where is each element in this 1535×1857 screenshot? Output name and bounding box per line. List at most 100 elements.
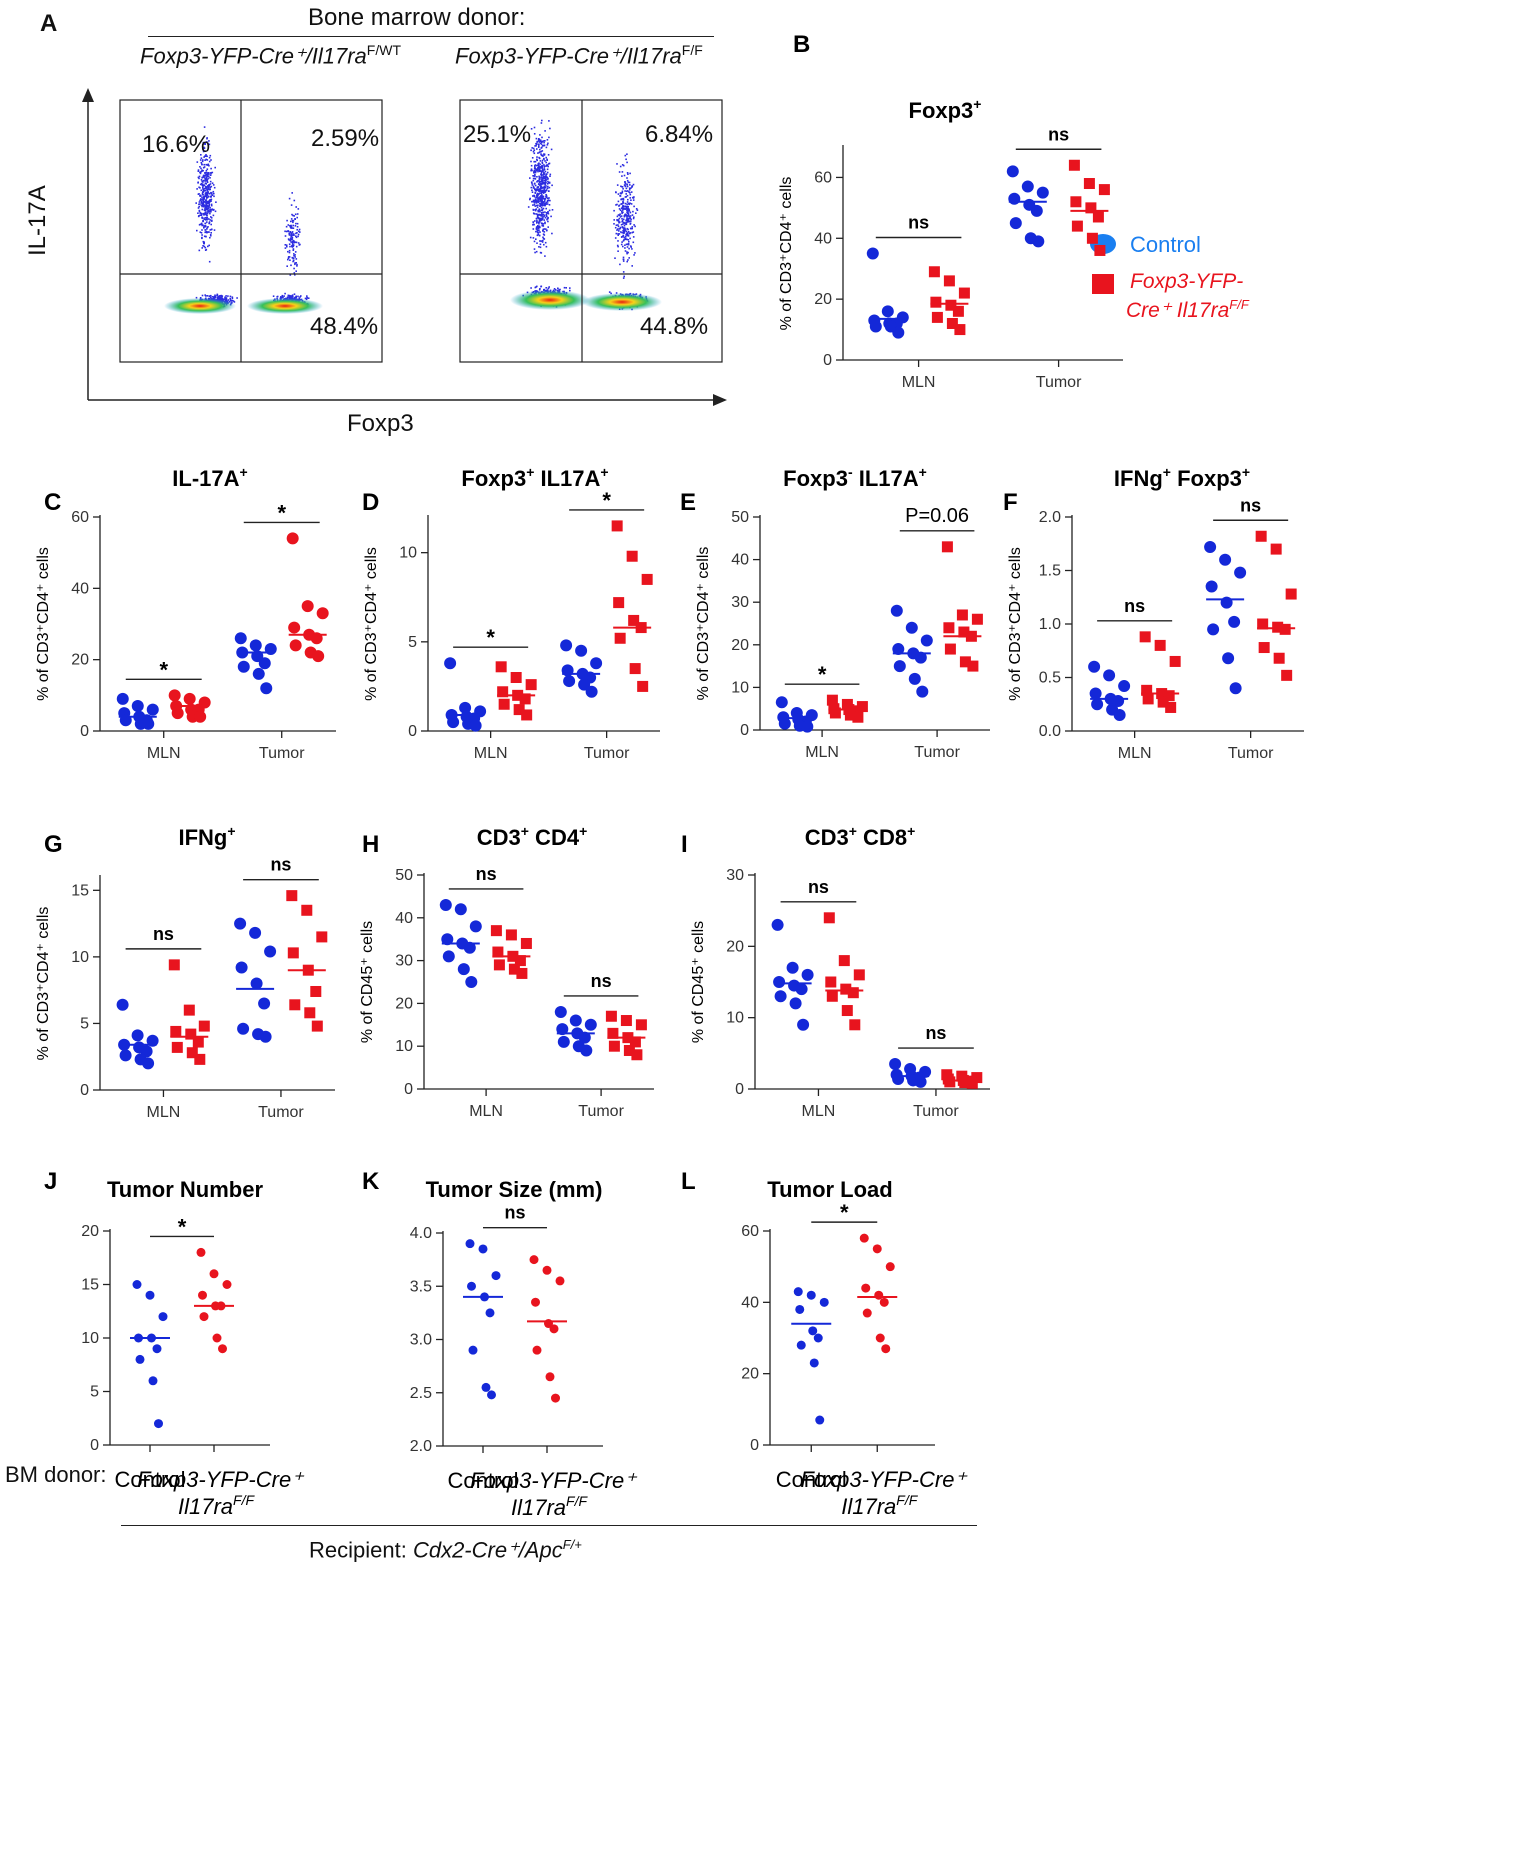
data-point — [1086, 232, 1098, 244]
facs-event — [206, 196, 208, 199]
facs-event — [538, 219, 541, 221]
facs-event — [537, 146, 540, 148]
facs-event — [208, 205, 210, 207]
facs-event — [209, 186, 212, 189]
facs-event — [289, 295, 292, 297]
facs-event — [211, 219, 213, 222]
facs1-ur-pct: 2.59% — [311, 125, 380, 152]
data-point — [892, 643, 905, 656]
facs-event — [540, 187, 543, 190]
facs-event — [543, 164, 545, 166]
facs-event — [295, 232, 297, 235]
facs-event — [539, 288, 541, 290]
facs-event — [620, 215, 623, 217]
data-point — [516, 967, 528, 979]
facs-event — [202, 205, 205, 208]
facs-event — [288, 249, 291, 252]
facs-event — [292, 239, 294, 242]
facs-event — [297, 233, 300, 236]
facs-event — [543, 154, 546, 156]
facs-event — [206, 212, 209, 215]
facs-event — [208, 202, 210, 204]
facs-event — [217, 296, 220, 298]
facs-event — [213, 186, 216, 189]
facs-event — [206, 168, 209, 170]
facs-event — [543, 181, 545, 184]
x-tick-label: Control — [448, 1468, 519, 1493]
facs-event — [202, 186, 204, 189]
panel-letter: H — [362, 831, 379, 858]
legend-control-label: Control — [1130, 232, 1201, 257]
facs-event — [632, 231, 635, 233]
panel-title: CD3+ CD8+ — [805, 823, 916, 850]
facs-event — [631, 196, 634, 199]
facs-event — [534, 177, 536, 180]
facs-event — [287, 250, 289, 253]
facs-event — [543, 153, 545, 155]
sig-label: ns — [808, 877, 829, 897]
legend-treated-marker — [1092, 274, 1114, 294]
facs-event — [539, 231, 541, 233]
facs-event — [541, 146, 543, 149]
facs-event — [206, 228, 208, 230]
facs-plot-2 — [459, 99, 723, 363]
facs-event — [203, 213, 206, 216]
facs-event — [540, 240, 542, 242]
facs1-lr-pct: 48.4% — [310, 313, 379, 340]
data-point — [849, 1019, 861, 1031]
sig-label: P=0.06 — [905, 505, 969, 527]
facs-event — [214, 210, 217, 213]
facs-event — [549, 127, 551, 130]
facs-event — [276, 295, 279, 298]
facs-event — [545, 146, 548, 149]
facs-event — [206, 141, 208, 143]
facs-event — [293, 272, 296, 274]
data-point — [889, 1058, 902, 1071]
facs-event — [208, 192, 211, 195]
facs-event — [204, 177, 206, 180]
facs-event — [626, 218, 628, 221]
facs-event — [199, 212, 202, 214]
facs-event — [533, 200, 535, 203]
facs-event — [201, 170, 203, 172]
facs-event — [209, 180, 212, 183]
donor1-label: Foxp3-YFP-Cre⁺/Il17raF/WT — [140, 42, 401, 69]
facs-event — [622, 198, 625, 201]
facs-event — [622, 235, 624, 237]
facs-event — [199, 203, 201, 205]
facs-event — [295, 222, 297, 225]
facs-event — [627, 219, 629, 222]
facs-event — [543, 165, 546, 168]
facs-event — [544, 216, 547, 219]
facs-event — [293, 267, 295, 270]
data-point — [510, 672, 522, 683]
facs-event — [536, 242, 538, 244]
y-tick-label: 40 — [71, 580, 89, 597]
title-sup2: + — [600, 464, 608, 480]
facs-event — [624, 250, 627, 252]
data-point — [198, 1290, 207, 1300]
facs-event — [626, 183, 629, 186]
facs-event — [294, 256, 296, 258]
facs-event — [203, 174, 206, 177]
facs-event — [294, 262, 296, 264]
data-point — [519, 693, 531, 705]
facs-event — [532, 212, 535, 214]
facs-event — [534, 200, 536, 202]
facs-event — [288, 294, 291, 297]
facs-event — [628, 232, 631, 235]
data-point — [287, 947, 299, 959]
data-point — [192, 1036, 204, 1048]
facs-event — [206, 175, 209, 178]
data-point — [492, 946, 504, 958]
facs-event — [202, 188, 205, 191]
panel-title: IFNg+ Foxp3+ — [1114, 464, 1250, 491]
data-point — [815, 1415, 825, 1425]
x-tick-label: Foxp3-YFP-Cre⁺ — [800, 1467, 968, 1492]
facs-event — [615, 191, 617, 194]
data-point — [146, 703, 159, 716]
facs-event — [201, 163, 203, 166]
facs-event — [537, 197, 540, 199]
